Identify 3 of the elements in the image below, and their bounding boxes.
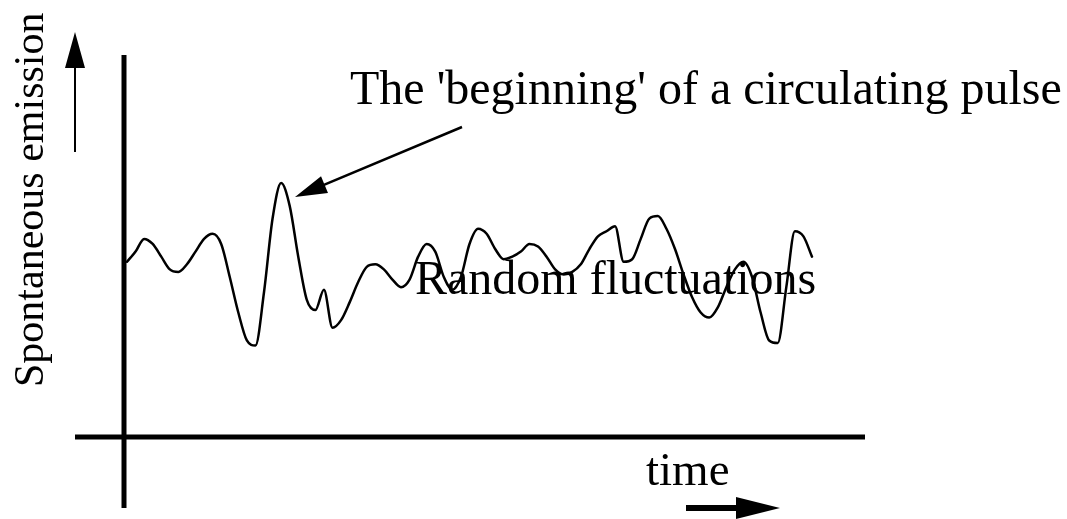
x-axis-title: time (646, 443, 730, 495)
y-axis-title: Spontaneous emission (6, 12, 52, 387)
text: The 'beginning' of a circulating pulse (350, 61, 1062, 114)
